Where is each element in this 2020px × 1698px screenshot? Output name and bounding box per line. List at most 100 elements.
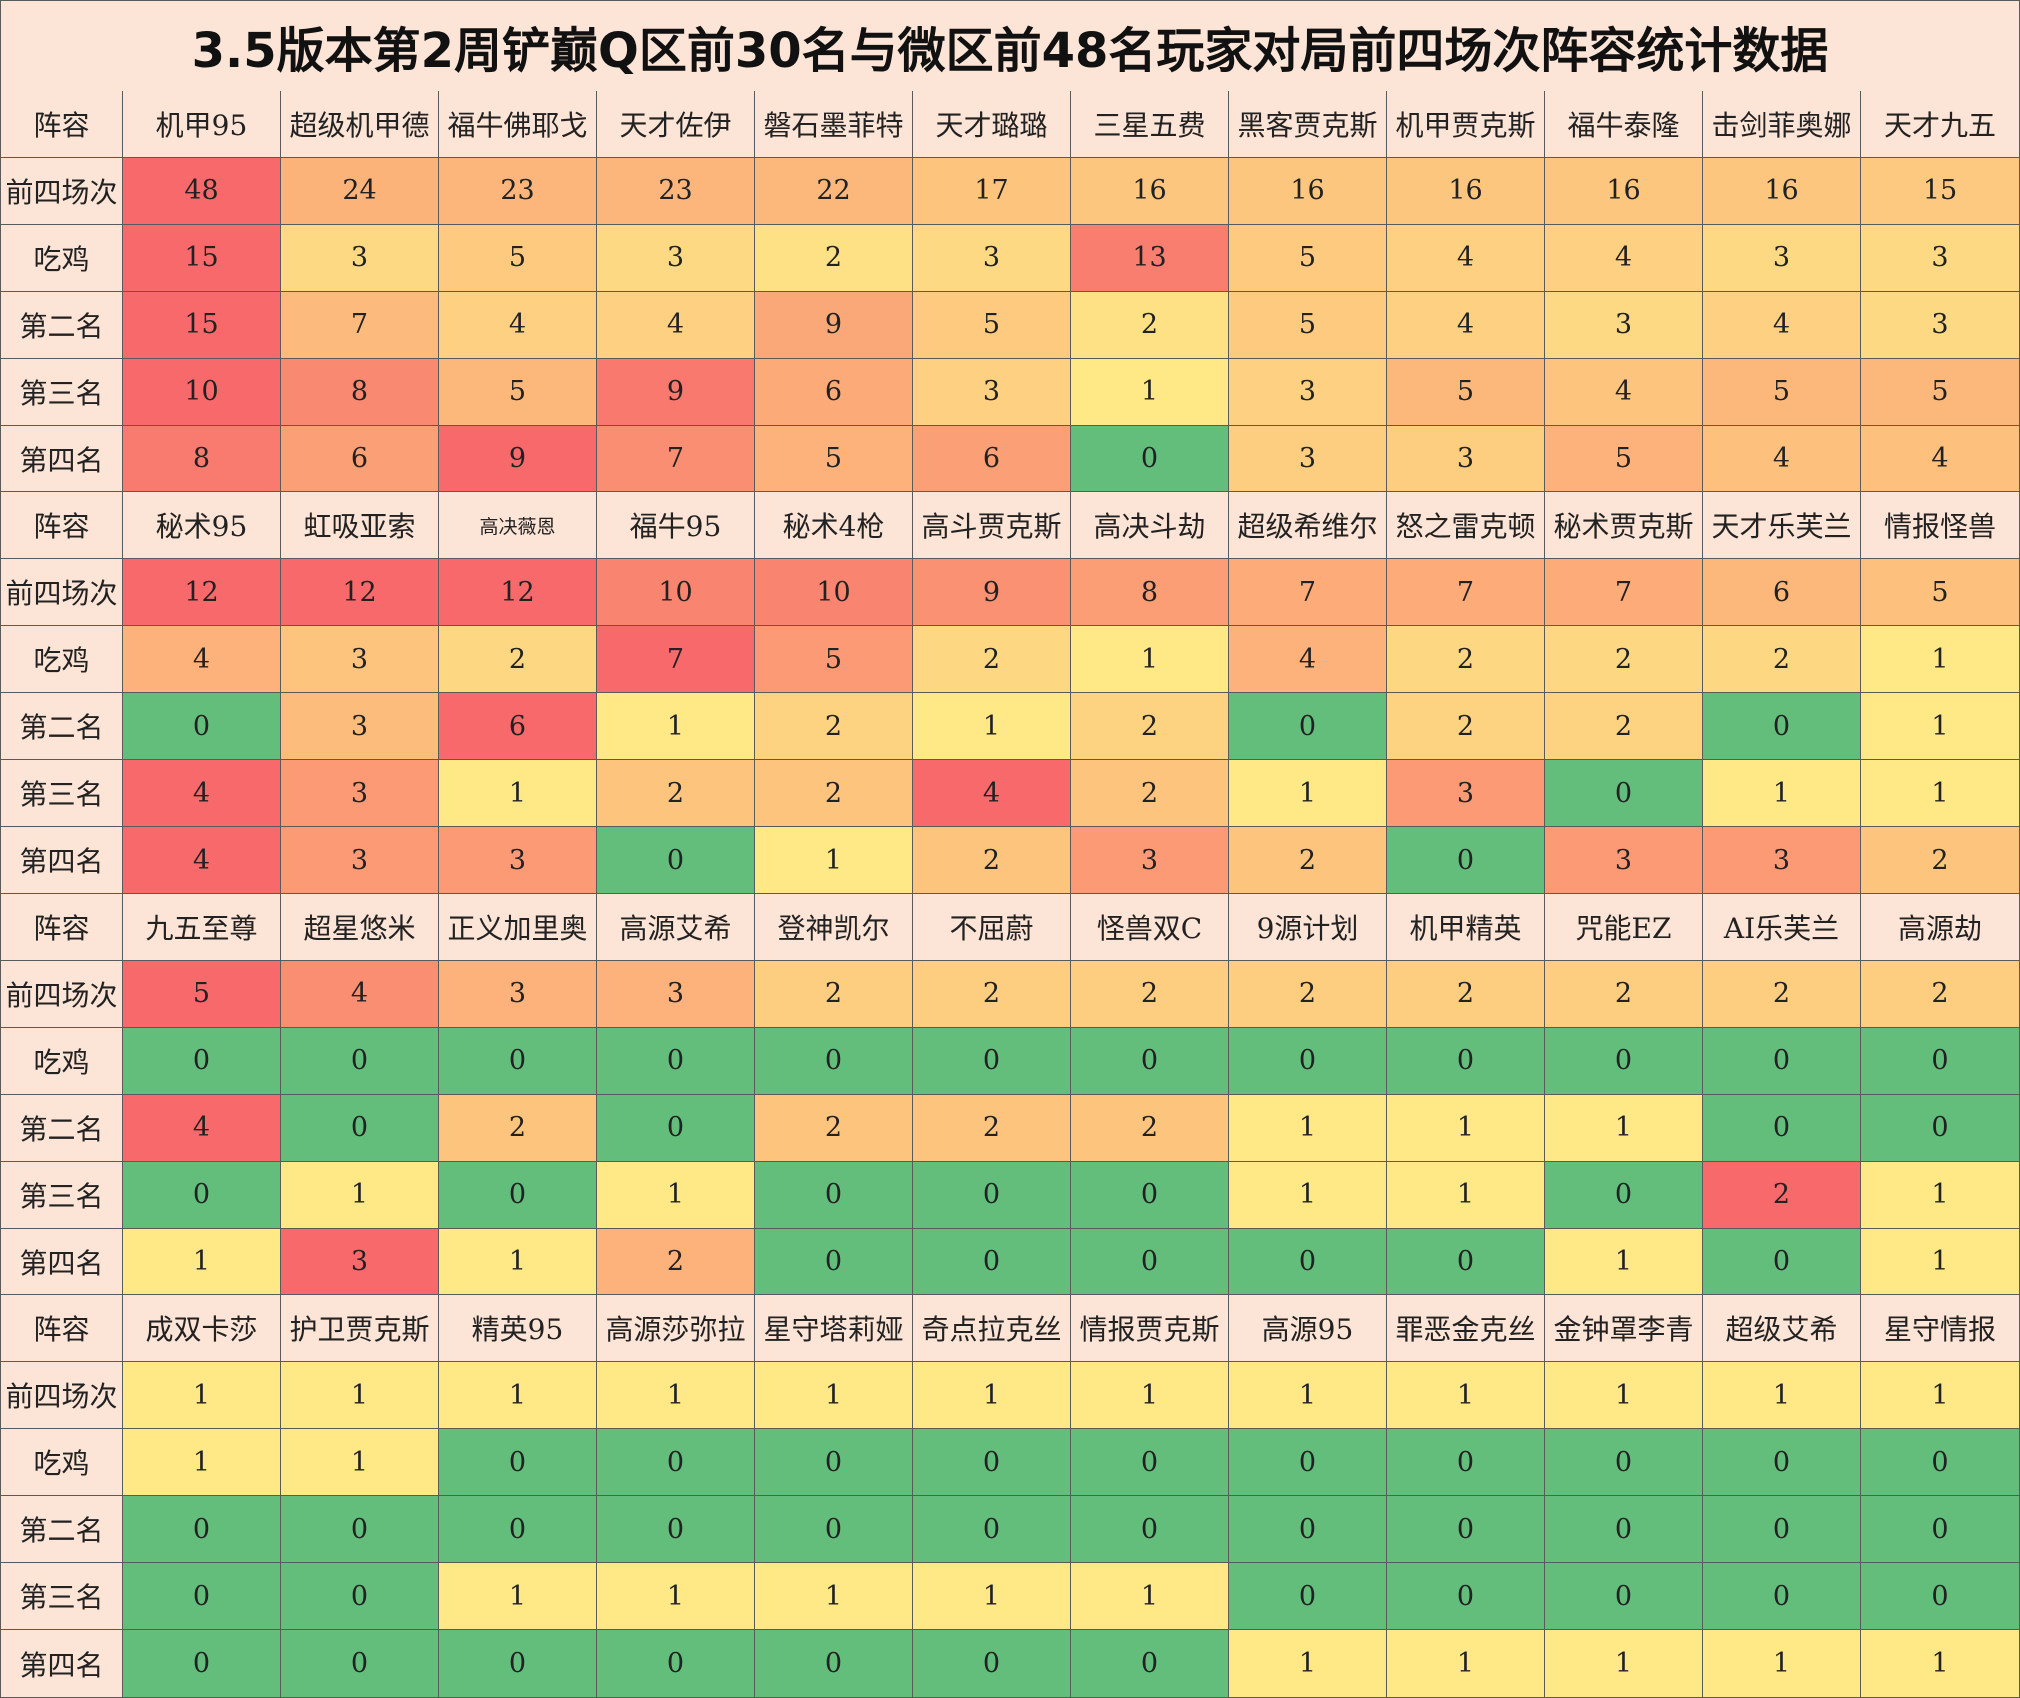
lineup-name-cell: 高决薇恩 [439,492,597,560]
value-cell: 10 [597,559,755,627]
value-cell: 0 [1545,1027,1703,1095]
value-cell: 2 [1861,827,2019,894]
value-cell: 0 [1387,1496,1545,1564]
lineup-name-cell: 情报贾克斯 [1071,1295,1229,1363]
lineup-name-cell: 秘术4枪 [755,492,913,560]
value-cell: 4 [597,291,755,359]
lineup-name-cell: 超级希维尔 [1229,492,1387,560]
value-cell: 0 [1703,693,1861,761]
lineup-name-cell: 情报怪兽 [1861,492,2019,560]
lineup-name-cell: 罪恶金克丝 [1387,1295,1545,1363]
value-cell: 2 [1071,760,1229,828]
value-cell: 12 [439,559,597,627]
value-cell: 4 [123,760,281,828]
row-label: 第三名 [1,1563,123,1631]
value-cell: 1 [1229,1362,1387,1430]
value-cell: 0 [281,1027,439,1095]
value-cell: 0 [1545,1563,1703,1631]
value-cell: 4 [1703,291,1861,359]
value-cell: 3 [439,827,597,894]
value-cell: 0 [1703,1429,1861,1497]
lineup-name-cell: 高斗贾克斯 [913,492,1071,560]
value-cell: 15 [1861,157,2019,225]
value-cell: 0 [913,1429,1071,1497]
value-cell: 13 [1071,224,1229,292]
lineup-name-cell: 星守塔莉娅 [755,1295,913,1363]
value-cell: 7 [1229,559,1387,627]
value-cell: 2 [755,1094,913,1162]
value-cell: 0 [123,1027,281,1095]
value-cell: 3 [913,358,1071,426]
value-cell: 2 [1703,1161,1861,1229]
value-cell: 0 [755,1496,913,1564]
lineup-name-cell: 超级艾希 [1703,1295,1861,1363]
row-label: 第三名 [1,760,123,828]
value-cell: 3 [597,224,755,292]
value-cell: 24 [281,157,439,225]
value-cell: 3 [1703,224,1861,292]
value-cell: 1 [1861,1362,2019,1430]
value-cell: 0 [1387,1228,1545,1296]
value-cell: 5 [439,358,597,426]
value-cell: 2 [755,224,913,292]
value-cell: 0 [597,1094,755,1162]
value-cell: 2 [1387,960,1545,1028]
value-cell: 0 [1229,693,1387,761]
value-cell: 1 [1861,1161,2019,1229]
value-cell: 1 [123,1429,281,1497]
value-cell: 1 [439,760,597,828]
value-cell: 0 [1387,827,1545,894]
value-cell: 5 [123,960,281,1028]
row-label-lineup: 阵容 [1,492,123,560]
value-cell: 0 [755,1027,913,1095]
value-cell: 3 [281,760,439,828]
lineup-name-cell: 正义加里奥 [439,893,597,961]
value-cell: 9 [755,291,913,359]
row-label: 第二名 [1,291,123,359]
value-cell: 3 [281,827,439,894]
row-label: 前四场次 [1,157,123,225]
value-cell: 1 [1861,1228,2019,1296]
lineup-name-cell: 高源劫 [1861,893,2019,961]
value-cell: 0 [281,1496,439,1564]
lineup-name-cell: 咒能EZ [1545,893,1703,961]
lineup-name-cell: 超星悠米 [281,893,439,961]
value-cell: 1 [281,1362,439,1430]
value-cell: 4 [1545,358,1703,426]
value-cell: 0 [1387,1563,1545,1631]
value-cell: 0 [281,1630,439,1697]
value-cell: 1 [1071,1362,1229,1430]
value-cell: 0 [123,1496,281,1564]
value-cell: 2 [1703,626,1861,694]
value-cell: 0 [1703,1228,1861,1296]
value-cell: 3 [1861,291,2019,359]
value-cell: 1 [1387,1094,1545,1162]
value-cell: 8 [123,425,281,493]
value-cell: 0 [1861,1496,2019,1564]
value-cell: 0 [597,1429,755,1497]
lineup-name-cell: 高源95 [1229,1295,1387,1363]
value-cell: 4 [913,760,1071,828]
value-cell: 4 [439,291,597,359]
value-cell: 0 [281,1094,439,1162]
value-cell: 1 [597,1161,755,1229]
value-cell: 3 [1861,224,2019,292]
value-cell: 1 [1071,1563,1229,1631]
value-cell: 3 [1545,827,1703,894]
value-cell: 1 [1387,1362,1545,1430]
value-cell: 0 [755,1161,913,1229]
value-cell: 0 [1071,1630,1229,1697]
lineup-name-cell: 星守情报 [1861,1295,2019,1363]
value-cell: 1 [755,1563,913,1631]
value-cell: 3 [597,960,755,1028]
lineup-name-cell: 天才九五 [1861,91,2019,158]
row-label: 前四场次 [1,1362,123,1430]
lineup-name-cell: 怒之雷克顿 [1387,492,1545,560]
value-cell: 0 [1229,1429,1387,1497]
value-cell: 0 [597,1496,755,1564]
row-label-lineup: 阵容 [1,91,123,158]
value-cell: 0 [439,1027,597,1095]
value-cell: 1 [597,1362,755,1430]
value-cell: 12 [123,559,281,627]
value-cell: 0 [123,693,281,761]
